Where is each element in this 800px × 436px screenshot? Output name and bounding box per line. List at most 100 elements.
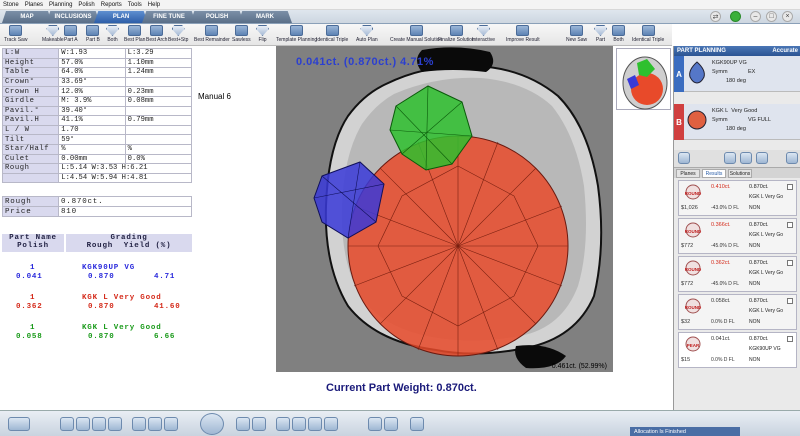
result-checkbox[interactable] (787, 222, 793, 228)
result-weight: 0.410ct. (711, 184, 731, 190)
minimize-icon[interactable]: – (750, 11, 761, 22)
result-row[interactable]: ROUND $772 0.366ct. -45.0% D FL 0.870ct. KGK … (678, 218, 797, 254)
result-checkbox[interactable] (787, 260, 793, 266)
toolbar-finalize-solution[interactable]: Finalize Solution (438, 25, 475, 45)
toolbar-identical-triple[interactable]: Identical Triple (632, 25, 664, 45)
maximize-icon[interactable]: □ (766, 11, 777, 22)
toolbar-new-saw[interactable]: New Saw (566, 25, 587, 45)
menu-help[interactable]: Help (147, 1, 161, 8)
view-mode-4-icon[interactable] (108, 417, 122, 431)
round-shape-icon (687, 110, 707, 130)
status-bar: Allocation Is Finished (630, 427, 740, 436)
toolbar-part[interactable]: Part (594, 25, 607, 45)
stone-thumbnail[interactable] (616, 48, 671, 110)
result-row[interactable]: ROUND $32 0.058ct. 0.0% D FL 0.870ct. KGK L V… (678, 294, 797, 330)
result-rough: 0.870ct. (749, 336, 769, 342)
subtab-solutions[interactable]: Solutions (728, 169, 752, 178)
param-value: L:5.14 W:3.53 H:6.21 (58, 163, 192, 174)
toolbar-icon (86, 25, 100, 36)
zoom-in-icon[interactable] (236, 417, 250, 431)
result-row[interactable]: ROUND $772 0.362ct. -45.0% D FL 0.870ct. KGK … (678, 256, 797, 292)
sort-icon[interactable] (678, 152, 690, 164)
3d-stone-view[interactable]: 0.041ct. (0.870ct.) 4.71% 0.461ct. (52.9… (276, 46, 613, 372)
view-mode-1-icon[interactable] (60, 417, 74, 431)
toolbar-best-stp[interactable]: Best+Stp (168, 25, 188, 45)
subtab-results[interactable]: Results (702, 169, 726, 178)
toolbar-interactive[interactable]: Interactive (472, 25, 495, 45)
view-top-icon[interactable] (276, 417, 290, 431)
toolbar-part-b[interactable]: Part B (86, 25, 100, 45)
menu-polish[interactable]: Polish (78, 1, 95, 8)
tab-plan[interactable]: PLAN (94, 11, 148, 23)
result-checkbox[interactable] (787, 298, 793, 304)
view-front-icon[interactable] (324, 417, 338, 431)
toolbar-improve-result[interactable]: Improve Result (506, 25, 540, 45)
toolbar-icon (570, 25, 584, 36)
tab-fine-tune[interactable]: FINE TUNE (142, 11, 196, 23)
settings-icon[interactable] (786, 152, 798, 164)
result-row[interactable]: ROUND $1,026 0.410ct. -43.0% D FL 0.870ct. KG… (678, 180, 797, 216)
toolbar-create-manual-solution[interactable]: Create Manual Solution (390, 25, 442, 45)
zoom-out-icon[interactable] (252, 417, 266, 431)
rotate-tool-icon[interactable] (148, 417, 162, 431)
view-bottom-icon[interactable] (308, 417, 322, 431)
accuracy-mode[interactable]: Accurate (772, 48, 798, 54)
tab-mark[interactable]: MARK (238, 11, 292, 23)
reset-view-icon[interactable] (384, 417, 398, 431)
toolbar-identical-triple[interactable]: Identical Triple (316, 25, 348, 45)
plan-b-symm-label: Symm (712, 117, 728, 123)
snapshot-icon[interactable] (410, 417, 424, 431)
swap-icon[interactable]: ⇄ (710, 11, 721, 22)
menu-planes[interactable]: Planes (24, 1, 44, 8)
toolbar-sawless[interactable]: Sawless (232, 25, 251, 45)
subtab-planes[interactable]: Planes (676, 169, 700, 178)
toolbar-auto-plan[interactable]: Auto Plan (356, 25, 378, 45)
tab-map[interactable]: MAP (2, 11, 52, 23)
toolbar-flip[interactable]: Flip (256, 25, 269, 45)
result-row[interactable]: PEAR $15 0.041ct. 0.0% D FL 0.870ct. KGK90UP … (678, 332, 797, 368)
grade-row-rough: 0.870 (88, 273, 115, 281)
param-value: 33.69° (58, 76, 126, 88)
toolbar-track-saw[interactable]: Track Saw (4, 25, 27, 45)
header-rough-yield: Rough Yield (%) (66, 242, 192, 250)
menu-stone[interactable]: Stone (3, 1, 19, 8)
toolbar-both[interactable]: Both (106, 25, 119, 45)
toolbar-label: Best Plan (124, 37, 146, 43)
view-side-icon[interactable] (292, 417, 306, 431)
result-checkbox[interactable] (787, 336, 793, 342)
toolbar-best-arch[interactable]: Best Arch (146, 25, 167, 45)
pan-tool-icon[interactable] (164, 417, 178, 431)
toolbar-best-plan[interactable]: Best Plan (124, 25, 145, 45)
eye-view-icon[interactable] (8, 417, 30, 431)
toolbar-part-a[interactable]: Part A (64, 25, 78, 45)
select-tool-icon[interactable] (132, 417, 146, 431)
plan-row-a[interactable]: A KGK90UP VG Symm EX 180 deg (674, 56, 800, 92)
tab-polish[interactable]: POLISH (190, 11, 244, 23)
menu-tools[interactable]: Tools (127, 1, 142, 8)
menu-planning[interactable]: Planning (49, 1, 73, 8)
grade-row-id: 1 (30, 294, 36, 302)
param-label: L:W (1, 48, 60, 59)
close-icon[interactable]: × (782, 11, 793, 22)
toolbar-best-remainder[interactable]: Best Remainder (194, 25, 230, 45)
menu-reports[interactable]: Reports (100, 1, 122, 8)
view-mode-3-icon[interactable] (92, 417, 106, 431)
param-row: Culet 0.00mm 0.0% (1, 153, 193, 165)
toolbar-label: Best Remainder (194, 37, 230, 43)
grade-row-name: KGK L Very Good (82, 294, 162, 302)
chevron-up-icon[interactable] (740, 152, 752, 164)
toolbar-icon (46, 25, 60, 36)
param-value: 1.24mm (124, 67, 193, 78)
result-checkbox[interactable] (787, 184, 793, 190)
toolbar-makeable[interactable]: Makeable (42, 25, 64, 45)
grid-icon[interactable] (756, 152, 768, 164)
view-mode-2-icon[interactable] (76, 417, 90, 431)
fit-view-icon[interactable] (368, 417, 382, 431)
toolbar-both[interactable]: Both (612, 25, 625, 45)
chevron-down-icon[interactable] (724, 152, 736, 164)
navigation-wheel-icon[interactable] (200, 413, 224, 435)
tab-inclusions[interactable]: INCLUSIONS (46, 11, 100, 23)
toolbar-template-planning[interactable]: Template Planning (276, 25, 317, 45)
plan-row-b[interactable]: B KGK L Very Good Symm VG FULL 180 deg (674, 104, 800, 140)
toolbar-icon (641, 25, 655, 36)
